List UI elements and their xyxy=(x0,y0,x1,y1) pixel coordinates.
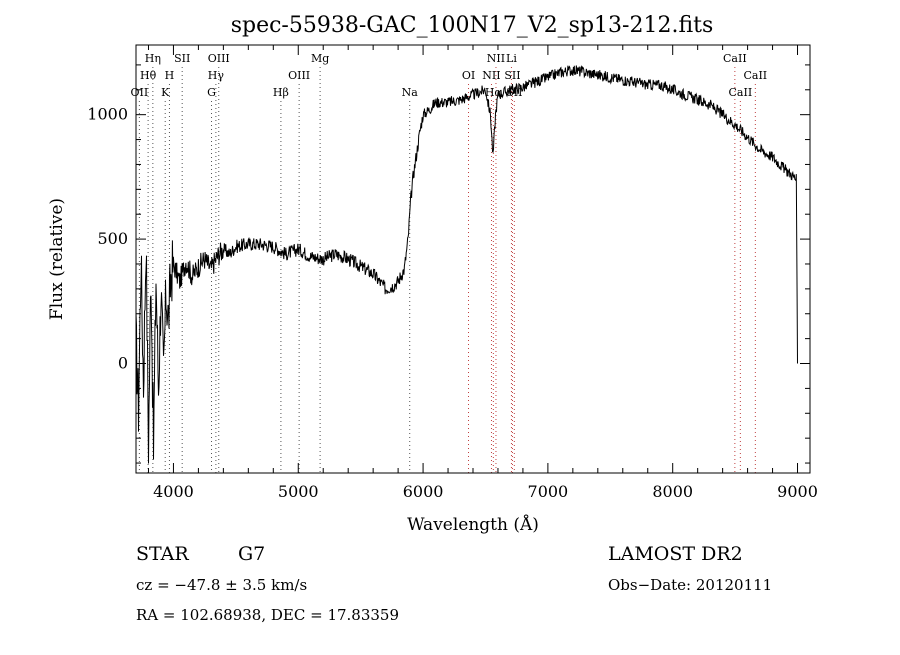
x-axis-label: Wavelength (Å) xyxy=(407,514,539,535)
redshift-readout: cz = −47.8 ± 3.5 km/s xyxy=(136,576,307,594)
spectral-line-label: CaII xyxy=(723,52,747,65)
spectral-line-label: SII xyxy=(174,52,190,65)
plot-frame xyxy=(135,44,811,474)
coordinates-readout: RA = 102.68938, DEC = 17.83359 xyxy=(136,606,399,624)
observation-date: Obs−Date: 20120111 xyxy=(608,576,772,594)
object-subclass: G7 xyxy=(238,543,265,565)
spectral-line-label: OIII xyxy=(288,69,310,82)
x-tick-label: 7000 xyxy=(528,482,569,501)
spectral-line-label: Hβ xyxy=(273,86,289,99)
spectral-line-label: OI xyxy=(462,69,475,82)
spectral-line-label: NII xyxy=(487,52,505,65)
spectral-line-label: G xyxy=(207,86,216,99)
object-class: STAR xyxy=(136,543,189,565)
spectral-line-label: Hγ xyxy=(208,69,225,82)
x-tick-label: 4000 xyxy=(153,482,194,501)
y-tick-label: 0 xyxy=(118,354,128,373)
spectral-line-label: Hη xyxy=(145,52,161,65)
y-axis-label: Flux (relative) xyxy=(47,198,67,320)
chart-title: spec-55938-GAC_100N17_V2_sp13-212.fits xyxy=(231,13,714,38)
survey-name: LAMOST DR2 xyxy=(608,543,743,565)
x-tick-label: 9000 xyxy=(777,482,818,501)
spectral-line-label: CaII xyxy=(729,86,753,99)
spectral-line-label: Na xyxy=(402,86,419,99)
y-tick-label: 1000 xyxy=(87,105,128,124)
spectral-line-label: CaII xyxy=(743,69,767,82)
x-tick-label: 6000 xyxy=(403,482,444,501)
x-axis: 4000 5000 6000 7000 8000 9000 xyxy=(147,45,818,501)
spectral-line-label: OII xyxy=(131,86,149,99)
y-axis: 0 500 1000 xyxy=(87,64,810,464)
spectral-line-label: Li xyxy=(506,52,517,65)
spectral-line-label: Hθ xyxy=(140,69,157,82)
spectrum-series xyxy=(135,65,798,464)
spectral-line-label: SII xyxy=(504,69,520,82)
x-tick-label: 5000 xyxy=(278,482,319,501)
spectral-line-label: K xyxy=(161,86,170,99)
y-tick-label: 500 xyxy=(97,229,128,248)
spectral-line-label: NII xyxy=(482,69,500,82)
x-tick-label: 8000 xyxy=(652,482,693,501)
spectrum-line xyxy=(135,65,798,464)
spectral-line-label: OIII xyxy=(208,52,230,65)
spectral-line-label: Mg xyxy=(311,52,329,65)
spectral-line-label: H xyxy=(165,69,175,82)
